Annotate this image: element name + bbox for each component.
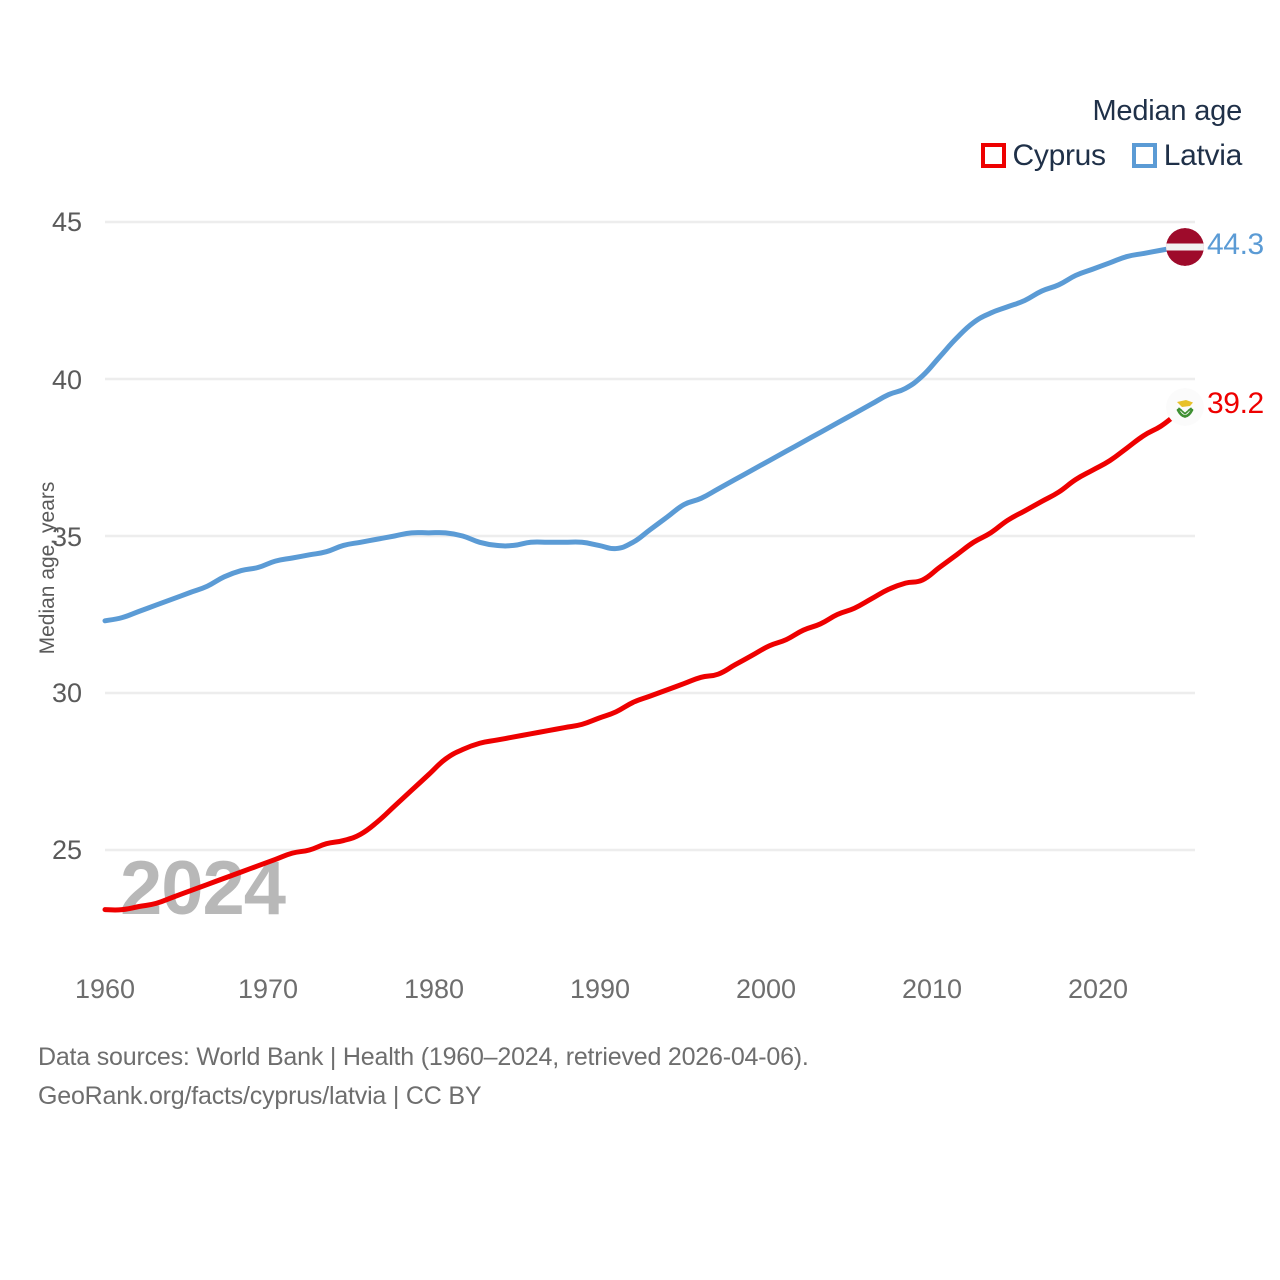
gridlines (105, 220, 1195, 852)
x-tick-label: 1970 (237, 974, 299, 1004)
legend-entries: Cyprus Latvia (980, 138, 1243, 173)
footer-attribution-line: GeoRank.org/facts/cyprus/latvia | CC BY (38, 1081, 482, 1110)
legend-swatch-cyprus (980, 143, 1006, 169)
x-tick-label: 1990 (569, 974, 631, 1004)
x-tick-label: 1960 (74, 974, 136, 1004)
end-label-latvia: 44.3 (1207, 228, 1264, 261)
legend-label-latvia: Latvia (1163, 138, 1243, 172)
y-tick-label: 40 (51, 365, 82, 395)
y-tick-label: 25 (51, 835, 82, 865)
y-tick-label: 30 (51, 678, 82, 708)
series-line-latvia (102, 241, 1198, 624)
footer-sources-line: Data sources: World Bank | Health (1960–… (38, 1043, 809, 1071)
legend-label-cyprus: Cyprus (1012, 138, 1107, 172)
x-tick-label: 2010 (901, 974, 963, 1004)
legend-swatch-latvia (1131, 143, 1157, 169)
legend-item-cyprus[interactable]: Cyprus (980, 138, 1107, 173)
chart-legend: Median age Cyprus Latvia (980, 95, 1243, 173)
end-label-cyprus: 39.2 (1207, 387, 1264, 420)
legend-item-latvia[interactable]: Latvia (1131, 138, 1243, 173)
x-tick-label: 2000 (735, 974, 797, 1004)
y-tick-label: 35 (51, 522, 82, 552)
y-tick-label: 45 (51, 207, 82, 237)
x-tick-label: 1980 (403, 974, 465, 1004)
cyprus-flag-icon (1166, 388, 1204, 426)
x-tick-label: 2020 (1067, 974, 1129, 1004)
series-line-cyprus (102, 401, 1198, 913)
chart-footer: Data sources: World Bank | Health (1960–… (38, 1038, 809, 1116)
latvia-flag-icon (1166, 228, 1204, 266)
legend-title: Median age (1092, 95, 1242, 127)
